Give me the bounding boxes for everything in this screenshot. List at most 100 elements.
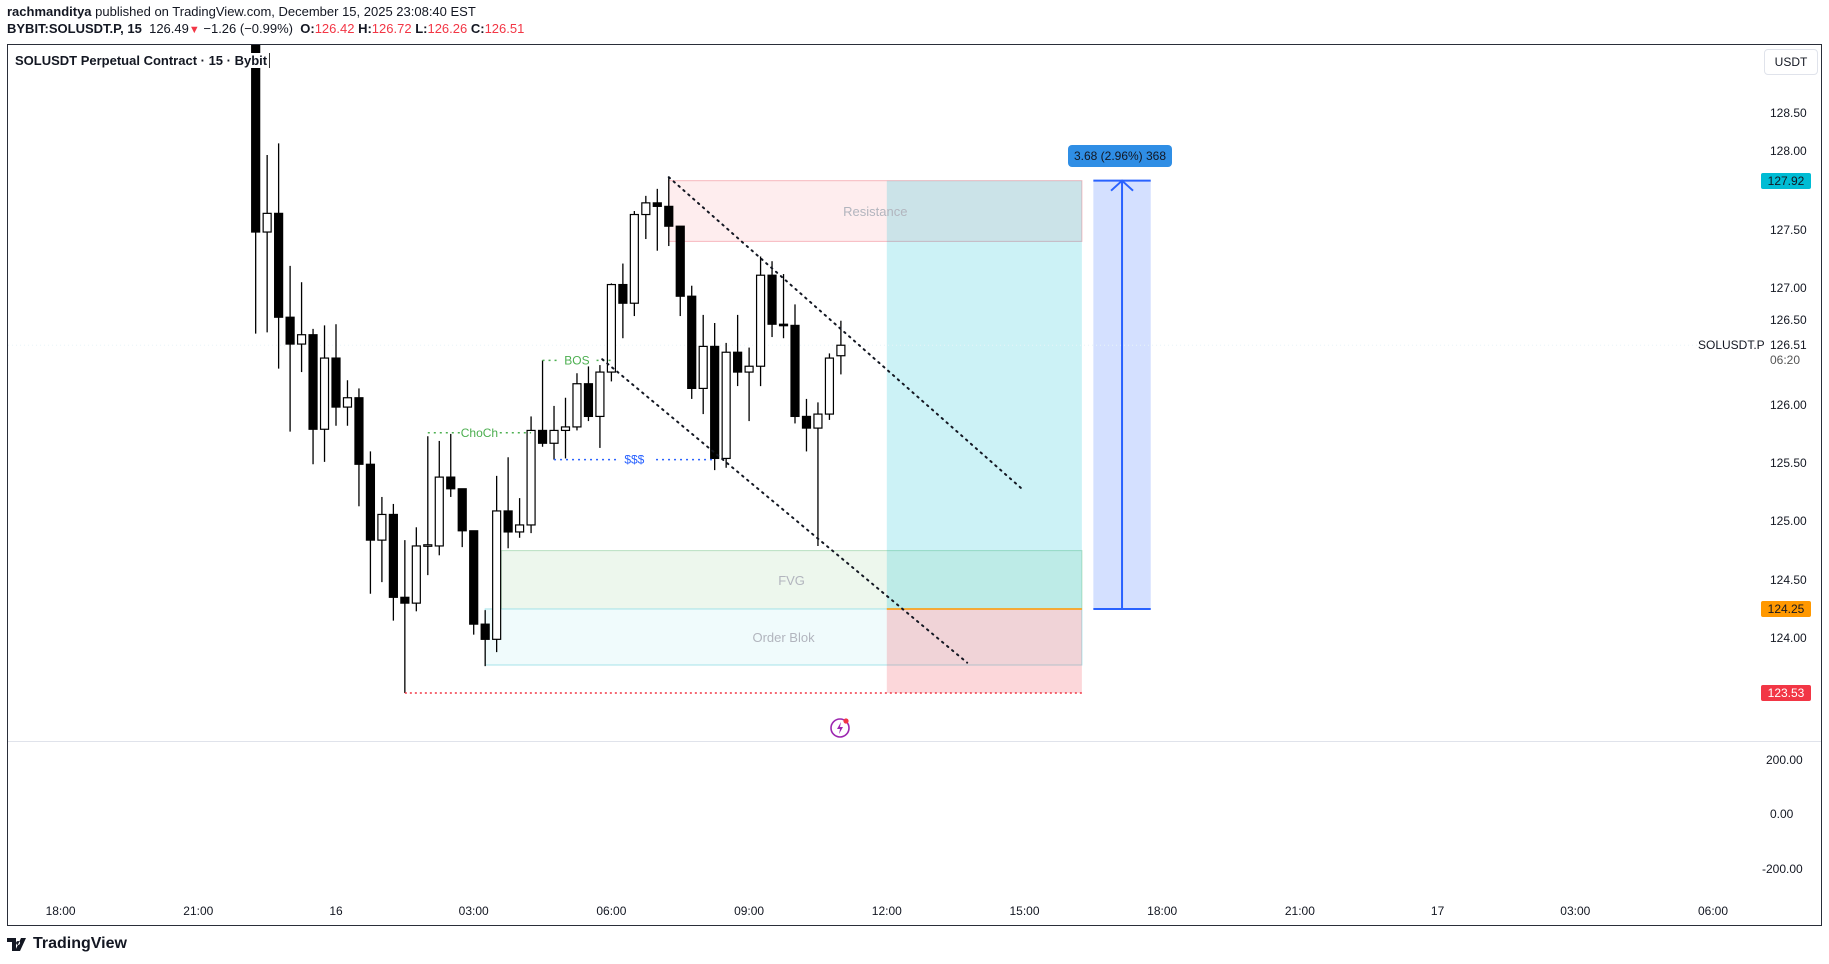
candle-body bbox=[457, 488, 467, 532]
candle-body bbox=[583, 383, 594, 418]
candle-body bbox=[778, 323, 789, 327]
label-background bbox=[461, 426, 498, 439]
candle-body bbox=[514, 524, 525, 533]
low-value: 126.26 bbox=[427, 21, 468, 36]
candle-body bbox=[469, 530, 479, 625]
candle-body bbox=[595, 371, 605, 418]
publish-info: rachmanditya published on TradingView.co… bbox=[7, 4, 476, 19]
candle bbox=[251, 45, 261, 334]
candle bbox=[423, 436, 433, 576]
candle bbox=[629, 211, 639, 317]
candle-body bbox=[342, 397, 353, 408]
fvg-zone bbox=[500, 550, 1083, 610]
label-background bbox=[558, 354, 595, 367]
upper-trendline bbox=[667, 176, 1026, 493]
candle bbox=[721, 342, 731, 468]
candle-body bbox=[790, 324, 800, 418]
candle bbox=[733, 314, 743, 387]
author-name[interactable]: rachmanditya bbox=[7, 4, 92, 19]
candle-body bbox=[755, 274, 766, 367]
candle-body bbox=[274, 212, 284, 318]
long-position-stop-zone bbox=[886, 608, 1082, 693]
overlays-layer bbox=[404, 176, 1082, 694]
candles-layer bbox=[251, 45, 846, 693]
measure-label: 3.68 (2.96%) 368 bbox=[1068, 145, 1172, 167]
symbol-axis-label: SOLUSDT.P bbox=[1698, 338, 1765, 352]
candle bbox=[503, 457, 513, 549]
candle bbox=[331, 324, 341, 426]
candle bbox=[836, 320, 846, 375]
candle bbox=[618, 263, 628, 339]
candle bbox=[285, 265, 295, 432]
time-tick: 03:00 bbox=[458, 904, 489, 918]
long-position-target-zone bbox=[886, 180, 1082, 609]
candle bbox=[526, 416, 536, 534]
candle bbox=[710, 323, 720, 471]
chart-legend[interactable]: SOLUSDT Perpetual Contract · 15 · Bybit bbox=[15, 53, 271, 68]
currency-button[interactable]: USDT bbox=[1764, 49, 1818, 75]
price-tick: 125.00 bbox=[1770, 514, 1807, 529]
candle bbox=[641, 195, 651, 240]
logo-text: TradingView bbox=[33, 935, 127, 952]
time-tick: 03:00 bbox=[1560, 904, 1591, 918]
time-tick: 17 bbox=[1430, 904, 1445, 918]
candle bbox=[469, 530, 479, 635]
candle bbox=[365, 451, 376, 594]
time-tick: 18:00 bbox=[1147, 904, 1178, 918]
resistance-zone bbox=[668, 180, 1083, 242]
candle-body bbox=[411, 545, 421, 604]
high-label: H: bbox=[358, 21, 372, 36]
candle-body bbox=[251, 45, 261, 233]
candle bbox=[767, 261, 777, 338]
candle bbox=[698, 314, 708, 415]
candle-body bbox=[285, 316, 295, 345]
symbol-info: BYBIT:SOLUSDT.P, 15 126.49▼ −1.26 (−0.99… bbox=[7, 21, 524, 36]
candle-body bbox=[652, 202, 662, 207]
high-value: 126.72 bbox=[371, 21, 412, 36]
candle bbox=[549, 405, 559, 460]
resistance-label: Resistance bbox=[843, 204, 907, 219]
time-tick: 18:00 bbox=[45, 904, 76, 918]
candle bbox=[446, 433, 456, 497]
candle bbox=[434, 440, 444, 556]
close-value: 126.51 bbox=[484, 21, 525, 36]
price-tick: 124.50 bbox=[1770, 572, 1807, 587]
candle bbox=[790, 304, 800, 424]
liquidity-label: $$$ bbox=[624, 453, 644, 467]
lightning-icon[interactable] bbox=[830, 718, 850, 738]
order-block-zone bbox=[484, 608, 1083, 666]
candle-body bbox=[377, 513, 387, 541]
candle-body bbox=[824, 357, 835, 415]
candle bbox=[652, 188, 662, 251]
candle bbox=[675, 225, 685, 317]
candle-body bbox=[698, 345, 708, 390]
candle-body bbox=[744, 365, 754, 373]
open-value: 126.42 bbox=[314, 21, 355, 36]
candle bbox=[400, 540, 410, 693]
candle-body bbox=[664, 205, 674, 227]
fvg-label: FVG bbox=[778, 573, 805, 588]
candle-body bbox=[801, 415, 812, 429]
tradingview-logo[interactable]: TradingView bbox=[7, 935, 127, 953]
candle bbox=[824, 353, 835, 420]
tradingview-logo-icon bbox=[7, 937, 26, 951]
time-tick: 06:00 bbox=[1697, 904, 1729, 918]
candle bbox=[583, 363, 594, 422]
publish-text: published on TradingView.com, December 1… bbox=[95, 4, 476, 19]
candle-body bbox=[813, 413, 823, 429]
price-tick: 124.00 bbox=[1770, 631, 1807, 646]
time-tick: 16 bbox=[329, 904, 343, 918]
candle bbox=[296, 282, 307, 373]
choch-label: ChoCh bbox=[461, 426, 498, 440]
candle-body bbox=[675, 225, 685, 297]
candle-body bbox=[388, 513, 398, 598]
last-price-label: 126.51 bbox=[1770, 338, 1807, 352]
candle-body bbox=[296, 334, 307, 345]
measure-arrow-head bbox=[1110, 179, 1134, 192]
candle bbox=[411, 527, 421, 612]
time-tick: 09:00 bbox=[734, 904, 765, 918]
indicator-tick: -200.00 bbox=[1762, 862, 1803, 876]
candle-body bbox=[549, 429, 559, 444]
pane-separator[interactable] bbox=[8, 741, 1821, 742]
